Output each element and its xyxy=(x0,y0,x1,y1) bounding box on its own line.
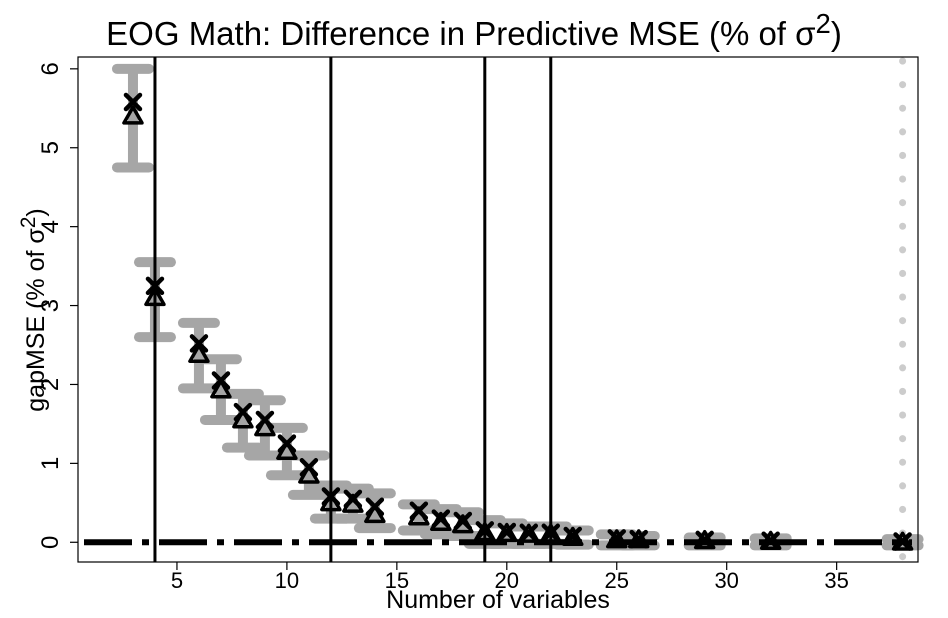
triangle-point xyxy=(562,526,584,547)
x-point xyxy=(343,489,363,509)
triangle-point xyxy=(496,522,518,543)
x-point xyxy=(695,530,714,550)
x-point xyxy=(409,501,429,520)
x-point xyxy=(761,531,780,550)
triangle-point xyxy=(210,379,232,399)
x-point xyxy=(123,92,143,112)
triangle-point xyxy=(474,522,496,542)
x-point xyxy=(519,523,539,543)
x-point xyxy=(189,334,209,353)
x-tick-label: 10 xyxy=(275,568,299,593)
triangle-point xyxy=(693,529,716,550)
x-point xyxy=(145,276,165,296)
x-tick-label: 35 xyxy=(824,568,848,593)
plot-frame xyxy=(77,56,919,563)
y-tick-label: 3 xyxy=(37,299,64,312)
x-tick-label: 30 xyxy=(714,568,738,593)
x-point xyxy=(211,371,231,390)
x-point xyxy=(321,487,341,506)
x-point xyxy=(893,532,912,551)
x-point xyxy=(299,458,319,477)
x-axis-label: Number of variables xyxy=(386,586,610,614)
triangle-point xyxy=(891,531,914,551)
x-point xyxy=(607,529,626,548)
x-point xyxy=(365,497,385,517)
x-point xyxy=(629,529,648,549)
x-tick-label: 5 xyxy=(171,568,183,593)
x-point xyxy=(541,523,561,543)
y-tick-label: 0 xyxy=(37,536,64,549)
y-axis-label: gapMSE (% of σ2) xyxy=(16,208,51,412)
x-tick-label: 20 xyxy=(495,568,519,593)
chart-title: EOG Math: Difference in Predictive MSE (… xyxy=(106,8,842,52)
x-point xyxy=(233,402,253,422)
triangle-point xyxy=(144,286,166,307)
y-tick-label: 6 xyxy=(37,62,64,75)
x-tick-label: 25 xyxy=(605,568,629,593)
x-point xyxy=(563,526,583,546)
triangle-point xyxy=(540,523,562,543)
triangle-point xyxy=(518,523,540,543)
y-tick-label: 5 xyxy=(37,141,64,154)
y-tick-label: 1 xyxy=(37,457,64,470)
triangle-point xyxy=(188,343,210,363)
x-point xyxy=(497,522,517,542)
triangle-point xyxy=(759,530,782,550)
triangle-point xyxy=(605,529,628,549)
x-point xyxy=(453,511,473,531)
triangle-point xyxy=(627,529,650,549)
x-point xyxy=(277,434,297,453)
triangle-point xyxy=(122,105,144,125)
x-tick-label: 15 xyxy=(385,568,409,593)
x-point xyxy=(255,410,275,430)
x-point xyxy=(431,509,451,528)
y-tick-label: 2 xyxy=(37,378,64,391)
x-point xyxy=(475,521,495,540)
y-tick-label: 4 xyxy=(37,220,64,233)
